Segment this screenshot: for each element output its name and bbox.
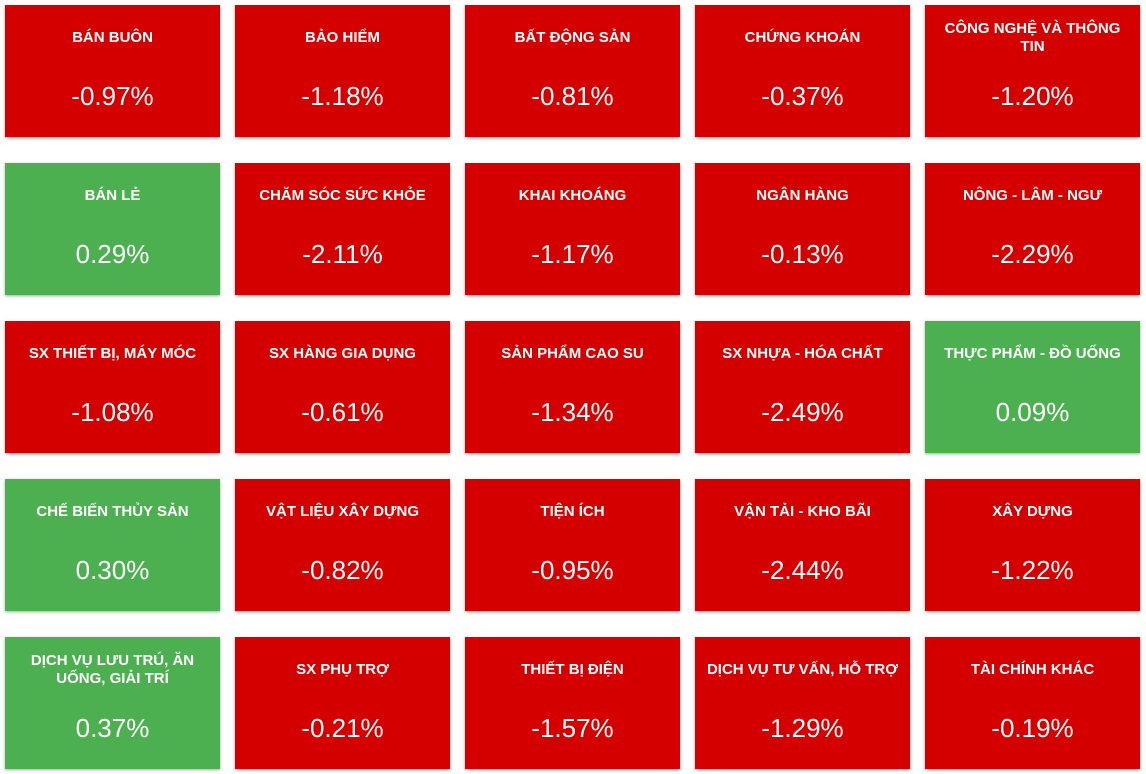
- sector-tile: TIỆN ÍCH -0.95%: [465, 479, 680, 611]
- sector-name: SẢN PHẨM CAO SU: [501, 345, 644, 362]
- sector-tile: XÂY DỰNG -1.22%: [925, 479, 1140, 611]
- sector-tile: DỊCH VỤ TƯ VẤN, HỖ TRỢ -1.29%: [695, 637, 910, 769]
- sector-change: 0.09%: [995, 397, 1070, 427]
- sector-name: CHẾ BIẾN THỦY SẢN: [36, 503, 189, 520]
- sector-tile: SX PHỤ TRỢ -0.21%: [235, 637, 450, 769]
- sector-change: -0.21%: [301, 713, 384, 743]
- sector-change: 0.29%: [75, 239, 150, 269]
- sector-tile: BẤT ĐỘNG SẢN -0.81%: [465, 5, 680, 137]
- sector-name: THIẾT BỊ ĐIỆN: [521, 661, 624, 678]
- sector-change: -1.18%: [301, 81, 384, 111]
- sector-change: -2.49%: [761, 397, 844, 427]
- sector-tile: DỊCH VỤ LƯU TRÚ, ĂN UỐNG, GIẢI TRÍ 0.37%: [5, 637, 220, 769]
- sector-name: BẢO HIỂM: [305, 29, 380, 46]
- sector-tile: VẬT LIỆU XÂY DỰNG -0.82%: [235, 479, 450, 611]
- sector-change: -2.29%: [991, 239, 1074, 269]
- sector-change: -1.20%: [991, 81, 1074, 111]
- sector-name: KHAI KHOÁNG: [518, 187, 627, 204]
- sector-change: -0.81%: [531, 81, 614, 111]
- sector-change: 0.37%: [75, 713, 150, 743]
- sector-tile: SX HÀNG GIA DỤNG -0.61%: [235, 321, 450, 453]
- sector-tile: NGÂN HÀNG -0.13%: [695, 163, 910, 295]
- sector-tile: CHỨNG KHOÁN -0.37%: [695, 5, 910, 137]
- sector-change: -0.82%: [301, 555, 384, 585]
- sector-name: DỊCH VỤ TƯ VẤN, HỖ TRỢ: [706, 661, 899, 678]
- sector-name: BÁN LẺ: [84, 187, 141, 204]
- sector-name: CHỨNG KHOÁN: [744, 29, 861, 46]
- sector-tile: BẢO HIỂM -1.18%: [235, 5, 450, 137]
- sector-change: -0.19%: [991, 713, 1074, 743]
- sector-change: -1.57%: [531, 713, 614, 743]
- sector-tile: CHẾ BIẾN THỦY SẢN 0.30%: [5, 479, 220, 611]
- sector-change: -1.08%: [71, 397, 154, 427]
- sector-name: NÔNG - LÂM - NGƯ: [962, 187, 1103, 204]
- sector-name: NGÂN HÀNG: [756, 187, 849, 204]
- sector-change: -2.11%: [302, 239, 383, 269]
- sector-name: VẬN TẢI - KHO BÃI: [734, 503, 871, 520]
- sector-name: SX THIẾT BỊ, MÁY MÓC: [28, 345, 197, 362]
- sector-tile: SX NHỰA - HÓA CHẤT -2.49%: [695, 321, 910, 453]
- sector-change: -2.44%: [761, 555, 844, 585]
- sector-change: -0.13%: [761, 239, 844, 269]
- sector-tile: THIẾT BỊ ĐIỆN -1.57%: [465, 637, 680, 769]
- sector-change: -0.61%: [301, 397, 384, 427]
- sector-tile: KHAI KHOÁNG -1.17%: [465, 163, 680, 295]
- sector-change: -1.34%: [531, 397, 614, 427]
- sector-tile: SX THIẾT BỊ, MÁY MÓC -1.08%: [5, 321, 220, 453]
- sector-change: -0.97%: [71, 81, 154, 111]
- sector-change: -0.95%: [531, 555, 614, 585]
- sector-change: 0.30%: [75, 555, 150, 585]
- sector-name: CHĂM SÓC SỨC KHỎE: [259, 187, 426, 204]
- sector-name: SX HÀNG GIA DỤNG: [269, 345, 416, 362]
- sector-tile: CÔNG NGHỆ VÀ THÔNG TIN -1.20%: [925, 5, 1140, 137]
- sector-name: TÀI CHÍNH KHÁC: [970, 661, 1095, 678]
- sector-name: DỊCH VỤ LƯU TRÚ, ĂN UỐNG, GIẢI TRÍ: [30, 652, 195, 687]
- sector-name: TIỆN ÍCH: [540, 503, 605, 520]
- sector-change: -1.29%: [761, 713, 844, 743]
- sector-tile: NÔNG - LÂM - NGƯ -2.29%: [925, 163, 1140, 295]
- sector-tile: THỰC PHẨM - ĐỒ UỐNG 0.09%: [925, 321, 1140, 453]
- sector-name: VẬT LIỆU XÂY DỰNG: [265, 503, 420, 520]
- sector-name: THỰC PHẨM - ĐỒ UỐNG: [944, 345, 1121, 362]
- sector-name: CÔNG NGHỆ VÀ THÔNG TIN: [944, 20, 1121, 55]
- sector-name: XÂY DỰNG: [992, 503, 1073, 520]
- sector-change: -0.37%: [761, 81, 844, 111]
- sector-tile: BÁN LẺ 0.29%: [5, 163, 220, 295]
- sector-name: BẤT ĐỘNG SẢN: [514, 29, 631, 46]
- sector-name: SX PHỤ TRỢ: [296, 661, 389, 678]
- sector-tile: CHĂM SÓC SỨC KHỎE -2.11%: [235, 163, 450, 295]
- sector-change: -1.22%: [991, 555, 1074, 585]
- sector-tile: SẢN PHẨM CAO SU -1.34%: [465, 321, 680, 453]
- sector-tile: TÀI CHÍNH KHÁC -0.19%: [925, 637, 1140, 769]
- sector-tile: VẬN TẢI - KHO BÃI -2.44%: [695, 479, 910, 611]
- sector-tile: BÁN BUÔN -0.97%: [5, 5, 220, 137]
- sector-change: -1.17%: [531, 239, 614, 269]
- sector-name: SX NHỰA - HÓA CHẤT: [722, 345, 883, 362]
- sector-name: BÁN BUÔN: [72, 29, 153, 46]
